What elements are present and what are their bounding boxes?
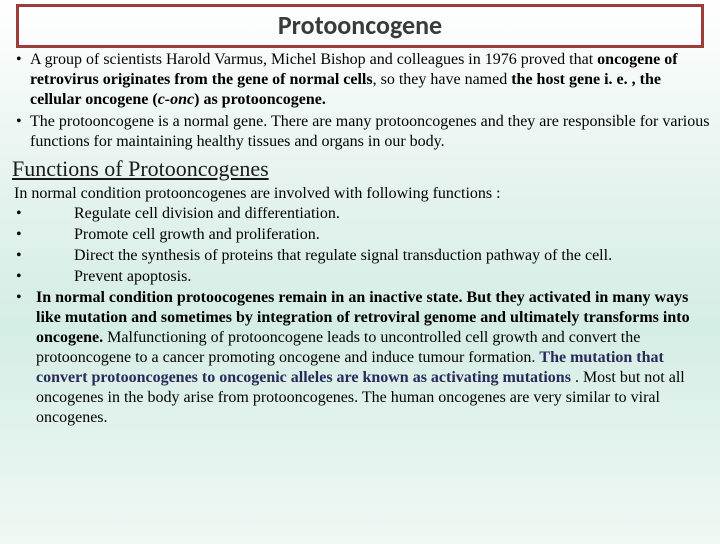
text-fragment-bolditalic: c-onc <box>158 91 194 108</box>
function-text: Promote cell growth and proliferation. <box>74 226 320 243</box>
function-item: Regulate cell division and differentiati… <box>16 204 710 224</box>
slide-container: Protooncogene A group of scientists Haro… <box>0 4 720 544</box>
text-fragment: , so they have named <box>373 71 512 88</box>
functions-intro-line: In normal condition protooncogenes are i… <box>10 184 710 204</box>
function-item: Prevent apoptosis. <box>16 267 710 287</box>
intro-bullet-list: A group of scientists Harold Varmus, Mic… <box>10 50 710 152</box>
final-bullet: In normal condition protoocogenes remain… <box>16 288 710 428</box>
section-heading: Functions of Protooncogenes <box>10 156 710 182</box>
text-fragment: A group of scientists Harold Varmus, Mic… <box>30 51 597 68</box>
function-text: Prevent apoptosis. <box>74 268 191 285</box>
intro-bullet-1: A group of scientists Harold Varmus, Mic… <box>16 50 710 110</box>
text-fragment-bold: ) as protooncogene. <box>194 91 326 108</box>
content-area: A group of scientists Harold Varmus, Mic… <box>0 50 720 428</box>
functions-list: Regulate cell division and differentiati… <box>10 204 710 428</box>
function-item: Promote cell growth and proliferation. <box>16 225 710 245</box>
function-item: Direct the synthesis of proteins that re… <box>16 246 710 266</box>
slide-title: Protooncogene <box>19 9 701 41</box>
function-text: Regulate cell division and differentiati… <box>74 205 340 222</box>
text-fragment: The protooncogene is a normal gene. Ther… <box>30 113 709 150</box>
intro-bullet-2: The protooncogene is a normal gene. Ther… <box>16 112 710 152</box>
function-text: Direct the synthesis of proteins that re… <box>74 247 612 264</box>
title-box: Protooncogene <box>16 4 704 48</box>
